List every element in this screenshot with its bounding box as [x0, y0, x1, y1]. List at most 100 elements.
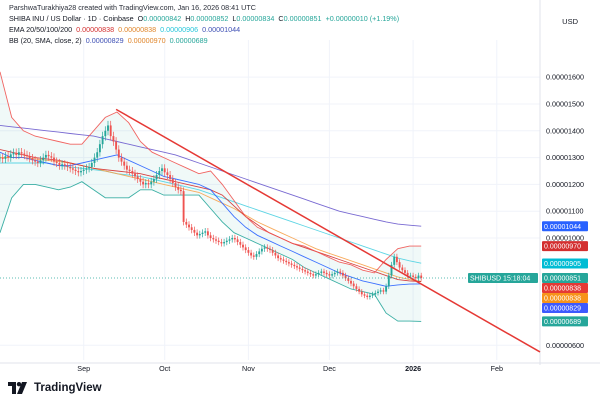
candle-body: [82, 169, 85, 171]
candle-body: [393, 256, 396, 265]
price-label-box: [542, 292, 588, 303]
candle-body: [379, 290, 382, 292]
y-tick-label: 0.00001100: [546, 207, 583, 216]
candle-body: [188, 224, 190, 228]
candle-body: [179, 189, 182, 192]
symbol-legend[interactable]: SHIBA INU / US Dollar · 1D · Coinbase O 0…: [9, 14, 399, 23]
candle-body: [287, 262, 290, 264]
candle-body: [220, 242, 223, 244]
candle-body: [298, 267, 301, 269]
candle-body: [196, 232, 199, 236]
y-tick-label: 0.00001600: [546, 73, 584, 82]
logo-text: TradingView: [34, 382, 102, 394]
ema-legend-label: EMA 20/50/100/200: [9, 25, 73, 34]
candle-body: [169, 175, 172, 180]
candle-body: [242, 244, 244, 248]
candle-body: [306, 271, 309, 273]
candle-body: [398, 262, 401, 268]
candle-body: [109, 125, 112, 137]
candle-body: [34, 160, 37, 162]
candle-body: [252, 255, 255, 257]
price-label-box: [542, 282, 588, 293]
candle-body: [325, 272, 328, 275]
candle-body: [71, 168, 74, 170]
candle-body: [366, 295, 369, 297]
candle-body: [185, 221, 188, 225]
candle-body: [358, 288, 361, 292]
candle-body: [409, 275, 412, 277]
candle-body: [314, 274, 317, 276]
candlestick-series: [0, 120, 423, 300]
candle-body: [120, 157, 123, 162]
candle-body: [223, 242, 226, 244]
candle-body: [412, 275, 415, 277]
candle-body: [161, 168, 163, 171]
candle-body: [331, 274, 334, 276]
candle-body: [209, 235, 212, 239]
y-tick-label: 0.00000600: [546, 341, 584, 350]
x-tick-label: 2026: [405, 364, 421, 373]
candle-body: [128, 169, 131, 171]
candle-body: [285, 260, 288, 263]
x-tick-label: Nov: [242, 364, 255, 373]
candle-body: [328, 274, 331, 276]
bb-upper-value: 0.00000970: [127, 36, 166, 45]
ohlc-l-label: L: [232, 14, 237, 23]
candle-body: [85, 168, 88, 170]
candle-body: [290, 263, 293, 265]
ema-legend[interactable]: EMA 20/50/100/200 0.00000838 0.00000838 …: [9, 25, 240, 34]
currency-label[interactable]: USD: [562, 17, 578, 26]
candle-body: [260, 248, 263, 252]
price-label-value: 0.00000689: [544, 319, 581, 326]
candle-body: [88, 166, 91, 169]
candle-body: [58, 162, 61, 166]
candle-body: [401, 267, 404, 271]
candle-body: [204, 231, 207, 233]
candle-body: [360, 291, 363, 295]
candle-body: [115, 141, 118, 150]
candle-body: [215, 239, 217, 241]
ema50-value: 0.00000838: [118, 25, 157, 34]
symbol-title: SHIBA INU / US Dollar · 1D · Coinbase: [9, 14, 134, 23]
ohlc-close: 0.00000851: [283, 14, 322, 23]
price-label-value: 0.00000905: [544, 261, 581, 268]
candle-body: [90, 162, 93, 167]
axis-labels: 0.00001600 0.00001500 0.00001400 0.00001300…: [77, 73, 584, 373]
candle-body: [236, 239, 239, 243]
candle-body: [150, 181, 153, 185]
ohlc-o-label: O: [137, 14, 144, 23]
price-label-value: 0.00000970: [544, 244, 581, 251]
candle-body: [152, 179, 155, 182]
candle-body: [12, 152, 15, 155]
candle-body: [42, 157, 45, 161]
candle-body: [28, 156, 31, 159]
price-label-box: [542, 221, 588, 232]
bb-basis-value: 0.00000829: [85, 36, 124, 45]
price-label-value: 0.00000851: [544, 276, 581, 283]
candle-body: [182, 191, 185, 222]
bb-legend[interactable]: BB (20, SMA, close, 2) 0.00000829 0.0000…: [9, 36, 208, 45]
candle-body: [296, 266, 298, 268]
y-tick-label: 0.00001200: [546, 180, 584, 189]
candle-body: [98, 144, 101, 153]
ema200-value: 0.00001044: [202, 25, 241, 34]
x-tick-label: Feb: [491, 364, 503, 373]
tradingview-logo[interactable]: TradingView: [8, 382, 102, 394]
candle-body: [250, 252, 253, 256]
candle-body: [166, 172, 169, 176]
trendline-layer[interactable]: [0, 108, 541, 353]
candle-body: [125, 165, 128, 170]
candle-body: [395, 256, 398, 263]
candle-body: [231, 238, 234, 240]
candle-body: [144, 183, 147, 185]
candle-body: [339, 271, 342, 273]
candle-body: [212, 238, 215, 240]
candle-body: [107, 125, 109, 131]
price-label-box: [542, 316, 588, 327]
candle-body: [266, 247, 269, 249]
candle-body: [258, 251, 261, 255]
candle-body: [323, 271, 325, 273]
candle-body: [414, 276, 417, 279]
